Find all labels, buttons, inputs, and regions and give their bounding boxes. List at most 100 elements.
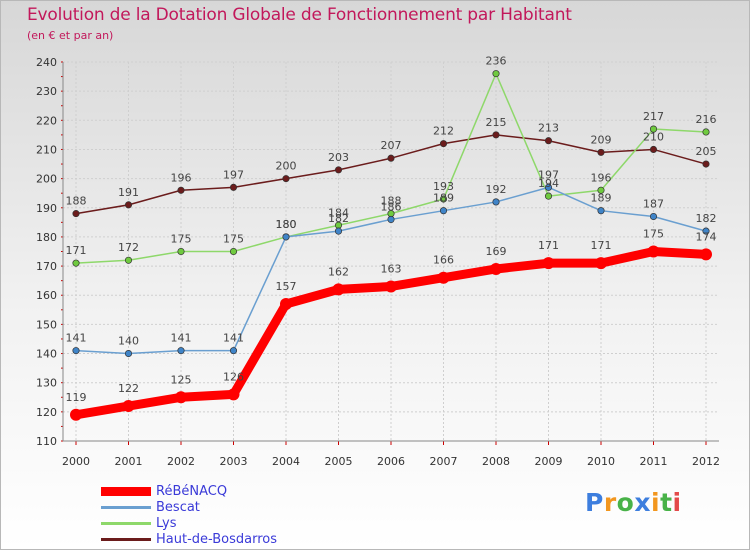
data-point-haut-de-bosdarros-2012 [702, 160, 710, 168]
data-point-haut-de-bosdarros-2009 [544, 137, 553, 145]
data-point-haut-de-bosdarros-2005 [334, 166, 343, 174]
data-point-rebenacq-2011 [647, 245, 660, 258]
y-tick-label-170: 170 [36, 260, 57, 273]
legend-swatch-haut-de-bosdarros [101, 538, 151, 541]
y-tick-label-220: 220 [36, 114, 57, 127]
y-tick-label-110: 110 [36, 435, 57, 448]
data-point-bescat-2000 [72, 347, 80, 355]
data-point-lys-2002 [177, 247, 185, 256]
data-label-rebenacq-2002: 125 [171, 373, 192, 386]
x-tick-label-2005: 2005 [325, 455, 353, 468]
data-point-bescat-2005 [334, 227, 343, 235]
data-label-haut-de-bosdarros-2008: 215 [486, 116, 507, 129]
data-label-haut-de-bosdarros-2004: 200 [276, 160, 297, 173]
data-point-haut-de-bosdarros-2006 [387, 154, 395, 162]
data-point-rebenacq-2004 [280, 297, 292, 310]
data-point-lys-2011 [649, 125, 658, 133]
data-point-bescat-2006 [387, 215, 395, 223]
x-tick-label-2001: 2001 [115, 455, 143, 468]
data-point-lys-2008 [492, 70, 500, 78]
data-point-bescat-2009 [544, 183, 553, 191]
data-label-rebenacq-2000: 119 [66, 391, 87, 404]
data-label-lys-2005: 184 [328, 206, 349, 219]
x-tick-label-2009: 2009 [535, 455, 563, 468]
y-tick-label-140: 140 [36, 348, 57, 361]
data-label-rebenacq-2010: 171 [591, 239, 612, 252]
legend-swatch-lys [101, 522, 151, 525]
data-label-bescat-2000: 141 [66, 332, 87, 345]
data-point-bescat-2012 [702, 227, 710, 235]
data-label-bescat-2011: 187 [643, 198, 664, 211]
logo-letter: r [603, 488, 617, 517]
data-point-rebenacq-2001 [122, 400, 135, 413]
data-label-bescat-2012: 182 [696, 212, 717, 225]
data-point-rebenacq-2002 [175, 391, 187, 404]
data-label-rebenacq-2007: 166 [433, 254, 454, 267]
logo-letter: P [585, 488, 604, 517]
data-point-rebenacq-2003 [227, 388, 240, 401]
data-label-lys-2010: 196 [591, 171, 612, 184]
logo-letter: i [651, 488, 661, 517]
data-point-lys-2012 [702, 128, 710, 136]
data-label-haut-de-bosdarros-2007: 212 [433, 125, 454, 138]
data-label-bescat-2005: 182 [328, 212, 349, 225]
x-tick-label-2010: 2010 [587, 455, 615, 468]
logo-letter: x [634, 488, 651, 517]
y-tick-label-130: 130 [36, 377, 57, 390]
data-label-lys-2004: 180 [276, 218, 297, 231]
data-label-bescat-2004: 180 [276, 218, 297, 231]
data-point-rebenacq-2012 [700, 248, 712, 261]
data-labels: 188 191 196 197 200 203 207 212 215 213 209 210 205 1… [66, 55, 717, 404]
data-point-haut-de-bosdarros-2003 [229, 183, 238, 191]
data-label-lys-2009: 194 [538, 177, 559, 190]
data-point-lys-2010 [597, 186, 605, 194]
y-tick-label-200: 200 [36, 173, 57, 186]
data-point-bescat-2008 [492, 198, 500, 206]
y-tick-label-240: 240 [36, 56, 57, 69]
data-point-bescat-2002 [177, 347, 185, 355]
x-tick-label-2006: 2006 [377, 455, 405, 468]
y-tick-label-230: 230 [36, 85, 57, 98]
data-label-haut-de-bosdarros-2001: 191 [118, 186, 139, 199]
data-point-haut-de-bosdarros-2002 [177, 186, 185, 194]
data-label-lys-2006: 188 [381, 195, 402, 208]
data-label-haut-de-bosdarros-2009: 213 [538, 122, 559, 135]
data-label-haut-de-bosdarros-2006: 207 [381, 139, 402, 152]
y-tick-label-210: 210 [36, 143, 57, 156]
data-label-bescat-2010: 189 [591, 192, 612, 205]
x-tick-label-2008: 2008 [482, 455, 510, 468]
data-point-haut-de-bosdarros-2001 [124, 201, 133, 209]
data-point-rebenacq-2000 [70, 408, 82, 421]
legend-label-lys: Lys [156, 516, 177, 531]
x-tick-label-2007: 2007 [430, 455, 458, 468]
grid-lines [63, 61, 719, 442]
proxiti-logo: Proxiti [585, 488, 682, 517]
x-tick-label-2004: 2004 [272, 455, 300, 468]
data-point-haut-de-bosdarros-2004 [282, 175, 290, 183]
legend-swatch-bescat [101, 506, 151, 509]
data-point-bescat-2003 [229, 347, 238, 355]
y-tick-label-160: 160 [36, 289, 57, 302]
x-tick-label-2012: 2012 [692, 455, 720, 468]
axes: 110 120 130 140 150 160 170 180 190 200 210 220 230 2… [36, 56, 720, 468]
data-label-rebenacq-2009: 171 [538, 239, 559, 252]
data-label-lys-2007: 193 [433, 180, 454, 193]
data-label-haut-de-bosdarros-2000: 188 [66, 195, 87, 208]
data-label-bescat-2009: 197 [538, 168, 559, 181]
data-point-bescat-2010 [597, 207, 605, 215]
series-lines [70, 70, 712, 421]
data-point-lys-2001 [124, 256, 133, 264]
y-tick-label-180: 180 [36, 231, 57, 244]
data-label-rebenacq-2005: 162 [328, 265, 349, 278]
data-label-haut-de-bosdarros-2012: 205 [696, 145, 717, 158]
y-tick-label-190: 190 [36, 202, 57, 215]
data-point-rebenacq-2007 [437, 271, 450, 284]
legend-label-rebenacq: RéBéNACQ [156, 484, 228, 499]
data-label-rebenacq-2001: 122 [118, 382, 139, 395]
data-point-lys-2000 [72, 259, 80, 267]
x-tick-label-2003: 2003 [220, 455, 248, 468]
legend-label-bescat: Bescat [156, 500, 200, 515]
data-label-bescat-2006: 186 [381, 200, 402, 213]
